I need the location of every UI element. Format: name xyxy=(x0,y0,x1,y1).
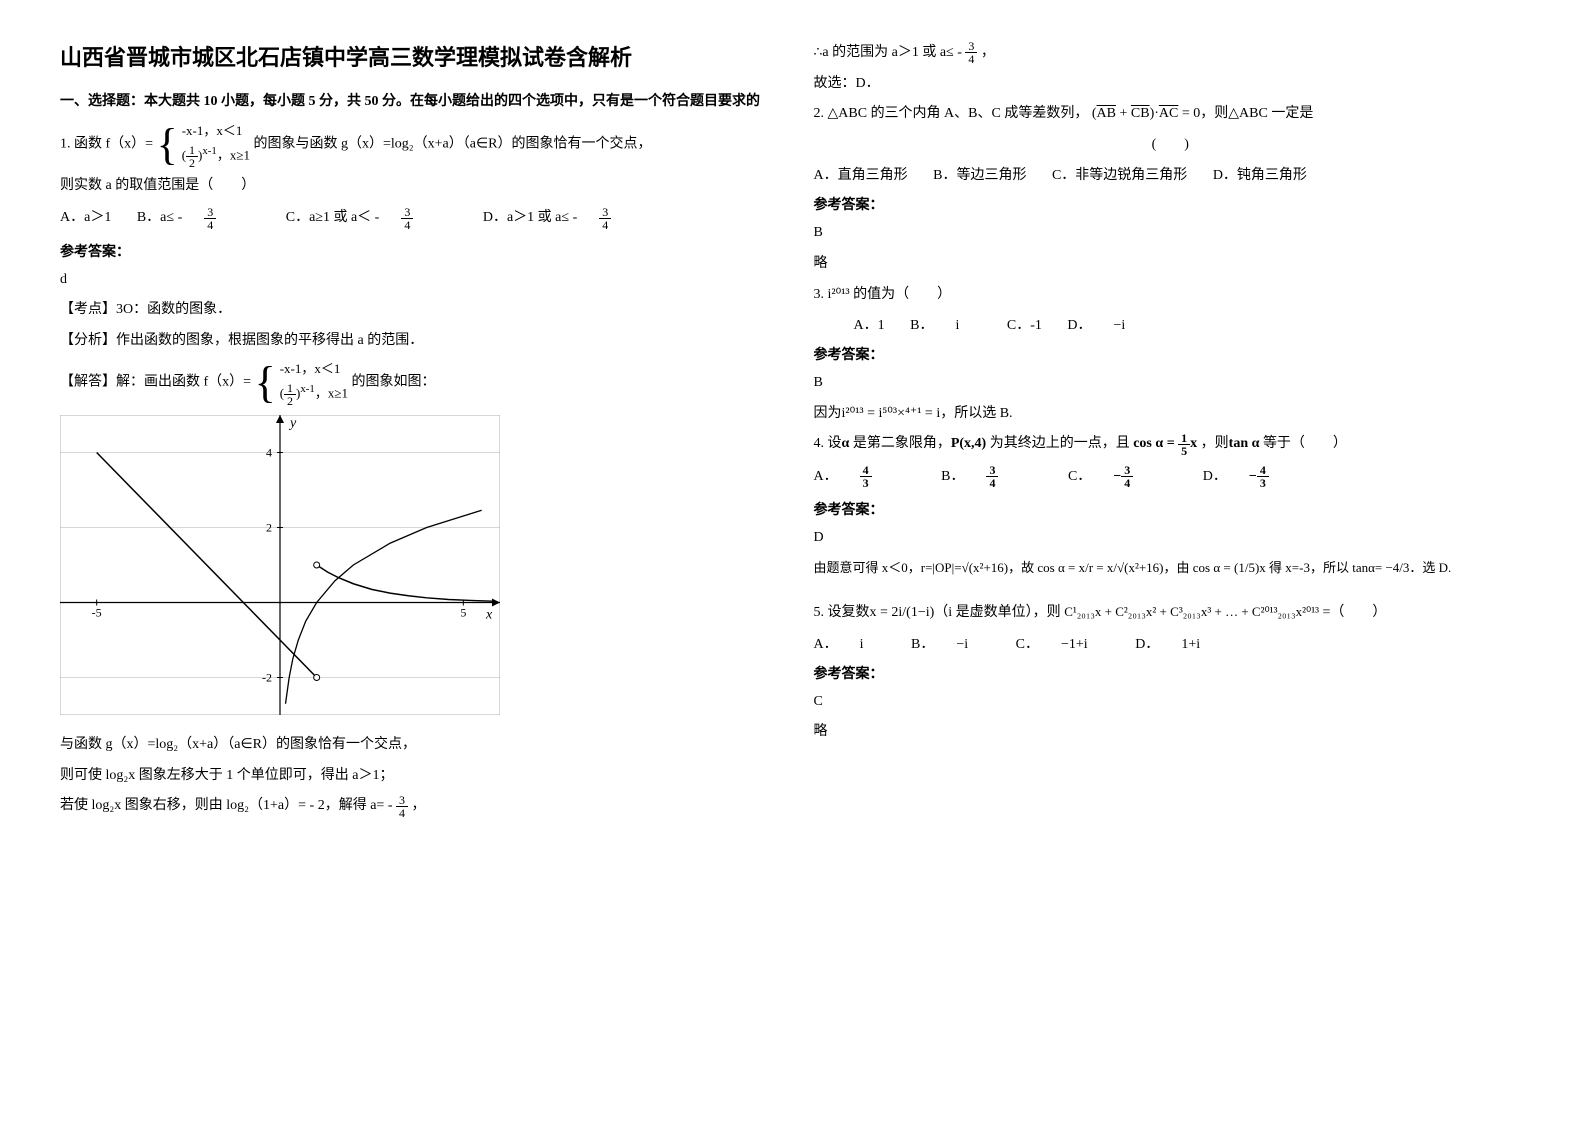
q1-post: 的图象与函数 g（x）=log₂（x+a）（a∈R）的图象恰有一个交点， xyxy=(253,137,651,152)
q5-opt-b: B．−i xyxy=(911,637,990,652)
q5-stem: 5. 设复数x = 2i/(1−i)（i 是虚数单位），则 C¹₂₀₁₃x + … xyxy=(814,600,1528,627)
after-graph-2: 则可使 log₂x 图象左移大于 1 个单位即可，得出 a＞1； xyxy=(60,763,774,790)
svg-text:2: 2 xyxy=(266,521,272,535)
q4-opt-c: C．−34 xyxy=(1068,469,1177,484)
q5-opt-d: D．1+i xyxy=(1135,637,1222,652)
answer-label: 参考答案： xyxy=(814,194,1528,214)
after-graph-3: 若使 log₂x 图象右移，则由 log₂（1+a）= - 2，解得 a= - … xyxy=(60,793,774,820)
q3-opt-c: C．-1 xyxy=(1007,318,1042,333)
answer-label: 参考答案： xyxy=(814,344,1528,364)
q3-opt-d: D．−i xyxy=(1067,318,1147,333)
q4-cos-expr: cos α = 15x xyxy=(1133,436,1197,451)
q4-opt-b: B．34 xyxy=(941,469,1042,484)
q3-stem: 3. i²⁰¹³ 的值为（ ） xyxy=(814,282,1528,309)
q1-stem: 1. 函数 f（x）= { -x-1，x＜1 (12)x-1，x≥1 的图象与函… xyxy=(60,120,774,169)
svg-text:x: x xyxy=(485,608,493,623)
answer-label: 参考答案： xyxy=(60,241,774,261)
q2-opt-d: D．钝角三角形 xyxy=(1213,168,1307,183)
page-title: 山西省晋城市城区北石店镇中学高三数学理模拟试卷含解析 xyxy=(60,40,774,72)
left-brace-icon: { xyxy=(157,127,178,162)
piece1: -x-1，x＜1 xyxy=(182,120,250,142)
q1-opt-a: A．a＞1 xyxy=(60,210,111,225)
q5-lue: 略 xyxy=(814,719,1528,746)
piece2: (12)x-1，x≥1 xyxy=(182,142,250,169)
q4-options: A．43 B．34 C．−34 D．−43 xyxy=(814,464,1528,489)
frac-34-icon: 34 xyxy=(401,206,435,231)
section-heading: 一、选择题：本大题共 10 小题，每小题 5 分，共 50 分。在每小题给出的四… xyxy=(60,90,774,110)
q1-opt-d: D．a＞1 或 a≤ -34 xyxy=(483,210,655,225)
q2-stem: 2. △ABC 的三个内角 A、B、C 成等差数列， (AB + CB)·AC … xyxy=(814,101,1528,128)
q3-opt-b: B．i xyxy=(910,318,981,333)
q1-jieda: 【解答】解：画出函数 f（x）= { -x-1，x＜1 (12)x-1，x≥1 … xyxy=(60,358,774,407)
q1-options: A．a＞1 B．a≤ -34 C．a≥1 或 a＜ -34 D．a＞1 或 a≤… xyxy=(60,206,774,231)
frac-34-icon: 34 xyxy=(599,206,633,231)
left-column: 山西省晋城市城区北石店镇中学高三数学理模拟试卷含解析 一、选择题：本大题共 10… xyxy=(60,40,774,1082)
right-column: ∴a 的范围为 a＞1 或 a≤ - 34 ， 故选：D． 2. △ABC 的三… xyxy=(814,40,1528,1082)
svg-text:4: 4 xyxy=(266,446,272,460)
q2-answer: B xyxy=(814,220,1528,247)
q2-opt-b: B．等边三角形 xyxy=(933,168,1026,183)
jieda-post: 的图象如图： xyxy=(351,375,435,390)
q3-answer: B xyxy=(814,370,1528,397)
svg-text:-2: -2 xyxy=(262,671,272,685)
q5-options: A．i B．−i C．−1+i D．1+i xyxy=(814,633,1528,653)
piecewise-body: -x-1，x＜1 (12)x-1，x≥1 xyxy=(182,120,250,169)
q4-expl: 由题意可得 x＜0，r=|OP|=√(x²+16)，故 cos α = x/r … xyxy=(814,556,1528,581)
q2-paren: ( ) xyxy=(814,132,1528,159)
jieda-pre: 【解答】解：画出函数 f（x）= xyxy=(60,375,251,390)
q1-opt-c: C．a≥1 或 a＜ -34 xyxy=(286,210,458,225)
q4-answer: D xyxy=(814,525,1528,552)
svg-text:-5: -5 xyxy=(92,606,102,620)
topline: ∴a 的范围为 a＞1 或 a≤ - 34 ， xyxy=(814,40,1528,67)
guxuan: 故选：D． xyxy=(814,71,1528,98)
q1-opt-b: B．a≤ -34 xyxy=(137,210,260,225)
svg-text:5: 5 xyxy=(460,606,466,620)
q5-answer: C xyxy=(814,689,1528,716)
q3-options: A．1 B．i C．-1 D．−i xyxy=(854,314,1528,334)
frac-half-icon: 12 xyxy=(186,144,198,169)
q3-expl: 因为i²⁰¹³ = i⁵⁰³×⁴⁺¹ = i，所以选 B. xyxy=(814,401,1528,428)
q2-opt-c: C．非等边锐角三角形 xyxy=(1052,168,1187,183)
frac-34-icon: 34 xyxy=(204,206,238,231)
q4-opt-a: A．43 xyxy=(814,469,916,484)
q2-opt-a: A．直角三角形 xyxy=(814,168,908,183)
svg-text:y: y xyxy=(288,416,297,431)
left-brace-icon: { xyxy=(255,365,276,400)
q2-lue: 略 xyxy=(814,251,1528,278)
q5-opt-a: A．i xyxy=(814,637,886,652)
after-graph-1: 与函数 g（x）=log₂（x+a）（a∈R）的图象恰有一个交点， xyxy=(60,732,774,759)
frac-34-icon: 34 xyxy=(396,794,408,819)
q5-opt-c: C．−1+i xyxy=(1016,637,1110,652)
q1-kaodian: 【考点】3O：函数的图象． xyxy=(60,297,774,324)
q1-fenxi: 【分析】作出函数的图象，根据图象的平移得出 a 的范围． xyxy=(60,328,774,355)
q1-answer: d xyxy=(60,267,774,294)
q4-opt-d: D．−43 xyxy=(1203,469,1313,484)
answer-label: 参考答案： xyxy=(814,663,1528,683)
q1-piecewise-2: { -x-1，x＜1 (12)x-1，x≥1 xyxy=(255,358,348,407)
q1-pre: 1. 函数 f（x）= xyxy=(60,137,153,152)
q2-options: A．直角三角形 B．等边三角形 C．非等边锐角三角形 D．钝角三角形 xyxy=(814,164,1528,184)
q3-opt-a: A．1 xyxy=(854,318,885,333)
answer-label: 参考答案： xyxy=(814,499,1528,519)
graph-svg: -5 5 2 4 -2 y x xyxy=(60,415,500,715)
q2-vector-expr: (AB + CB)·AC = 0 xyxy=(1092,106,1200,121)
q4-stem: 4. 设α 是第二象限角，P(x,4) 为其终边上的一点，且 cos α = 1… xyxy=(814,431,1528,458)
frac-34-icon: 34 xyxy=(965,40,977,65)
function-graph: -5 5 2 4 -2 y x xyxy=(60,415,774,720)
q1-piecewise: { -x-1，x＜1 (12)x-1，x≥1 xyxy=(157,120,250,169)
q1-line2: 则实数 a 的取值范围是（ ） xyxy=(60,173,774,200)
